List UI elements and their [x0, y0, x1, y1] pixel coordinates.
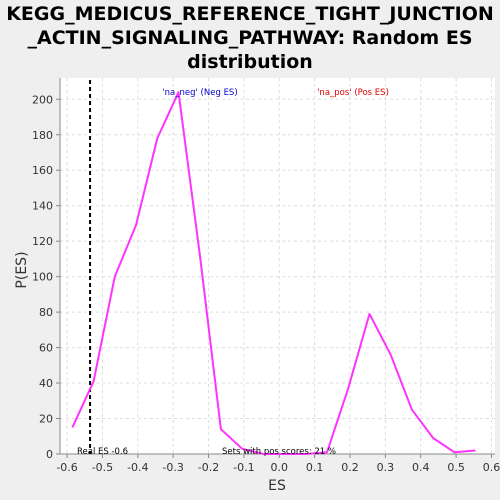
- y-tick-label: 200: [32, 93, 53, 106]
- x-tick-label: -0.4: [127, 461, 148, 474]
- y-tick-label: 80: [39, 306, 53, 319]
- x-tick-label: 0.2: [341, 461, 359, 474]
- plot-area: [60, 78, 495, 454]
- y-tick-label: 0: [46, 448, 53, 461]
- grid-lines: [60, 78, 495, 455]
- y-tick-label: 120: [32, 235, 53, 248]
- x-tick-label: 0.6: [483, 461, 500, 474]
- y-tick-label: 60: [39, 342, 53, 355]
- x-tick-label: 0.3: [377, 461, 395, 474]
- y-tick-label: 40: [39, 377, 53, 390]
- chart-title-line-1: KEGG_MEDICUS_REFERENCE_TIGHT_JUNCTION: [6, 3, 494, 25]
- x-tick-label: -0.3: [162, 461, 183, 474]
- chart-title-line-3: distribution: [187, 51, 313, 73]
- y-tick-label: 20: [39, 413, 53, 426]
- x-tick-label: 0.0: [271, 461, 289, 474]
- chart-marks: 0 20 40 60 80 100 120 140 160 180 200 -0.6 -0.5 -0.4 -…: [32, 78, 500, 474]
- legend-neg-label: 'na_neg' (Neg ES): [162, 88, 237, 98]
- pos-scores-annotation: Sets with pos scores: 21 %: [222, 447, 336, 457]
- x-tick-label: -0.1: [233, 461, 254, 474]
- x-tick-label: -0.5: [92, 461, 113, 474]
- x-tick-label: 0.1: [306, 461, 324, 474]
- legend-pos-label: 'na_pos' (Pos ES): [317, 88, 389, 98]
- x-tick-label: -0.6: [56, 461, 77, 474]
- y-tick-label: 180: [32, 129, 53, 142]
- y-axis-label: P(ES): [14, 251, 30, 288]
- y-tick-label: 100: [32, 271, 53, 284]
- x-axis-label: ES: [268, 478, 286, 494]
- chart-title-line-2: _ACTIN_SIGNALING_PATHWAY: Random ES: [27, 27, 473, 49]
- y-tick-label: 160: [32, 164, 53, 177]
- chart-title: KEGG_MEDICUS_REFERENCE_TIGHT_JUNCTION _A…: [0, 2, 500, 74]
- x-tick-label: 0.5: [447, 461, 465, 474]
- x-tick-label: 0.4: [412, 461, 430, 474]
- y-tick-label: 140: [32, 200, 53, 213]
- real-es-label: Real ES -0.6: [77, 447, 128, 457]
- x-tick-label: -0.2: [198, 461, 219, 474]
- es-distribution-line: [71, 91, 476, 455]
